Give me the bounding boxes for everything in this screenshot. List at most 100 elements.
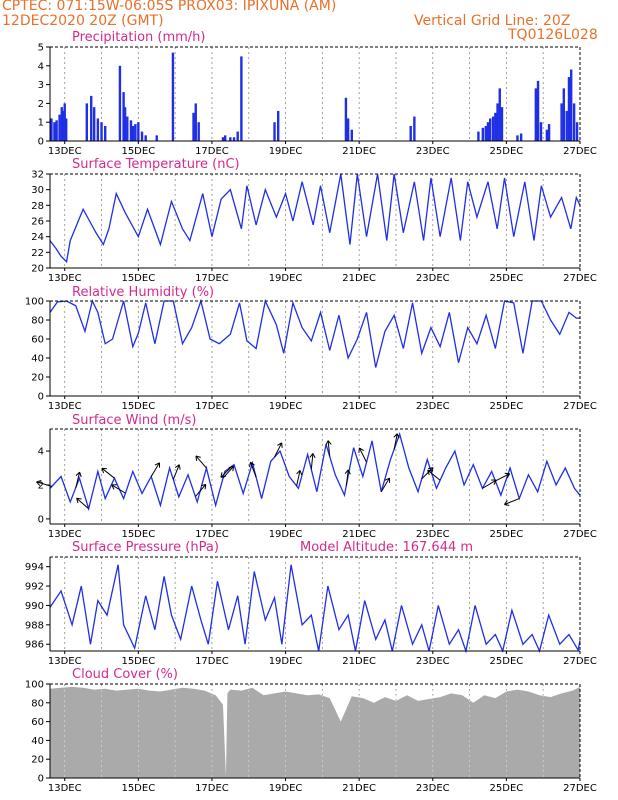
humidity-ytick-label: 20 [31, 373, 44, 384]
wind-xtick-label: 17DEC [195, 529, 229, 540]
cloud-ytick-label: 60 [31, 717, 44, 728]
precip-bar [229, 137, 232, 141]
cloud-xtick-label: 25DEC [490, 783, 524, 794]
wind-arrow [495, 473, 510, 482]
wind-ytick-label: 0 [38, 514, 44, 525]
temp-panel [46, 173, 581, 271]
precip-xtick-label: 21DEC [342, 146, 376, 157]
precip-bar [545, 129, 549, 141]
wind-arrow [296, 470, 301, 487]
wind-arrow [327, 440, 331, 457]
wind-arrow [150, 462, 160, 477]
pressure-xtick-label: 25DEC [490, 656, 524, 667]
precip-bar [104, 125, 107, 141]
precip-bar [134, 124, 137, 141]
wind-arrow [111, 484, 126, 494]
precip-bar [58, 114, 61, 141]
wind-arrow [36, 481, 52, 487]
wind-arrow [195, 484, 207, 497]
wind-ytick-label: 2 [38, 480, 44, 491]
precip-ytick-label: 2 [38, 99, 44, 110]
wind-arrow-head [174, 464, 181, 470]
temp-ytick-label: 30 [31, 185, 44, 196]
precip-bar [60, 107, 63, 141]
wind-arrow-head [36, 479, 42, 486]
cloud-ytick-label: 0 [38, 774, 44, 785]
wind-arrow-head [154, 462, 161, 468]
cloud-xtick-label: 13DEC [48, 783, 82, 794]
precip-bar [240, 56, 243, 141]
precip-bar [92, 107, 96, 141]
header-line2: 12DEC2020 20Z (GMT) [2, 13, 164, 29]
cloud-xtick-label: 27DEC [563, 783, 597, 794]
wind-arrow [101, 467, 115, 479]
wind-xtick-label: 27DEC [563, 529, 597, 540]
cloud-ytick-label: 40 [31, 736, 44, 747]
precip-ytick-label: 3 [38, 80, 44, 91]
cloud-area [50, 686, 580, 778]
wind-arrow-head [325, 440, 332, 446]
precip-bar [567, 77, 571, 141]
precip-bar [123, 107, 127, 141]
wind-xtick-label: 19DEC [269, 529, 303, 540]
wind-arrow-head [427, 469, 433, 476]
wind-arrow-head [200, 483, 207, 490]
precip-bar [346, 118, 350, 141]
pressure-xtick-label: 13DEC [48, 656, 82, 667]
humidity-ytick-label: 0 [38, 392, 44, 403]
precip-xtick-label: 13DEC [48, 146, 82, 157]
temp-line [49, 173, 581, 264]
temp-title: Surface Temperature (nC) [72, 157, 240, 172]
precip-bar [484, 125, 487, 141]
wind-arrow [310, 453, 314, 470]
wind-arrow [195, 455, 207, 469]
cloud-xtick-label: 23DEC [416, 783, 450, 794]
precip-bar [276, 110, 280, 141]
wind-arrow-head [504, 500, 510, 506]
precip-bar [344, 97, 348, 141]
wind-arrow-head [344, 469, 351, 475]
precip-bar [126, 116, 129, 141]
pressure-ytick-label: 988 [25, 620, 44, 631]
wind-arrow [274, 442, 283, 458]
wind-arrow-head [195, 455, 201, 461]
pressure-xtick-label: 23DEC [416, 656, 450, 667]
temp-xtick-label: 21DEC [342, 273, 376, 284]
humidity-ytick-label: 60 [31, 335, 44, 346]
cloud-ytick-label: 80 [31, 698, 44, 709]
precip-bar [539, 122, 543, 141]
precip-bar [118, 65, 122, 141]
wind-arrow-head [277, 442, 283, 448]
cloud-title: Cloud Cover (%) [72, 667, 178, 682]
humidity-xtick-label: 21DEC [342, 401, 376, 412]
precip-bar [90, 95, 93, 141]
precip-bar [572, 103, 576, 141]
humidity-xtick-label: 15DEC [121, 401, 155, 412]
cloud-xtick-label: 19DEC [269, 783, 303, 794]
precip-xtick-label: 19DEC [269, 146, 303, 157]
precip-panel [46, 46, 581, 144]
precip-bar [562, 88, 566, 141]
precip-bar [221, 137, 225, 141]
wind-arrow-head [393, 433, 400, 439]
humidity-ytick-label: 80 [31, 316, 44, 327]
temp-xtick-label: 27DEC [563, 273, 597, 284]
precip-bar [536, 80, 540, 141]
wind-ytick-label: 4 [38, 447, 44, 458]
pressure-xtick-label: 15DEC [121, 656, 155, 667]
pressure-ytick-label: 990 [25, 601, 44, 612]
wind-arrow-head [504, 472, 511, 479]
precip-bar [171, 52, 175, 141]
cloud-xtick-label: 17DEC [195, 783, 229, 794]
precip-bar [85, 103, 89, 141]
precip-ytick-label: 1 [38, 118, 44, 129]
wind-arrow-head [428, 467, 434, 473]
precip-bar [100, 122, 103, 141]
wind-xtick-label: 21DEC [342, 529, 376, 540]
wind-title: Surface Wind (m/s) [72, 413, 196, 428]
wind-arrow [76, 497, 89, 510]
humidity-panel [46, 298, 581, 399]
pressure-xtick-label: 19DEC [269, 656, 303, 667]
precip-bar [64, 118, 68, 141]
precip-bar [575, 122, 579, 141]
